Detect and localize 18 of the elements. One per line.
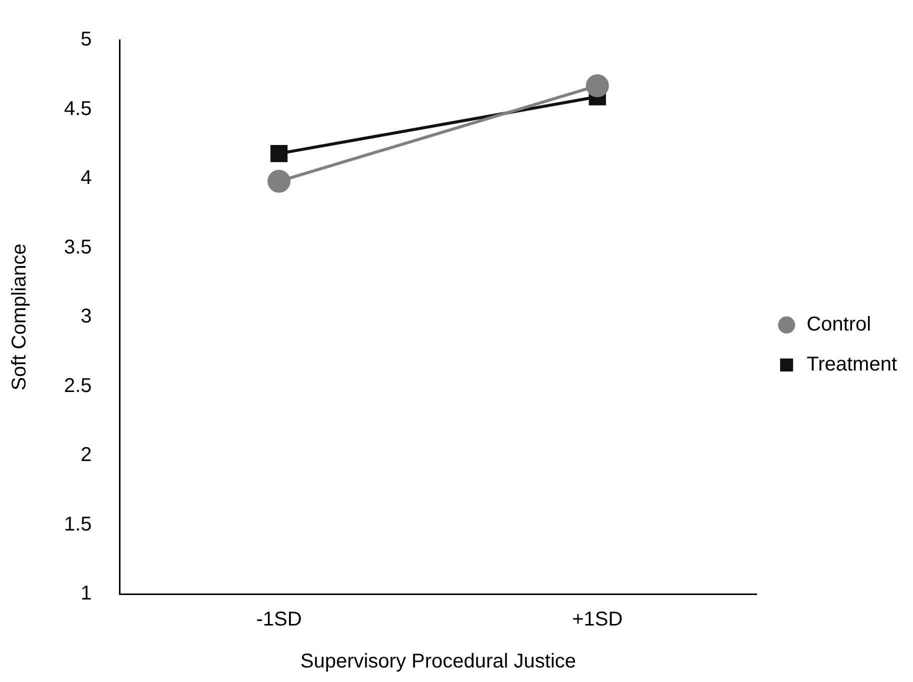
legend-label: Treatment <box>806 354 898 376</box>
y-tick-label: 5 <box>80 28 92 51</box>
y-tick-label: 4 <box>80 167 92 190</box>
point <box>586 74 609 98</box>
legend-label: Control <box>806 314 872 336</box>
y-tick-label: 4.5 <box>64 98 92 120</box>
y-tick-label: 1.5 <box>64 513 92 536</box>
point <box>270 145 288 162</box>
y-tick-label: 3 <box>80 306 92 328</box>
y-axis-title: Soft Compliance <box>8 244 31 390</box>
y-tick-label: 2.5 <box>64 374 92 397</box>
x-tick-label: +1SD <box>572 608 623 631</box>
y-tick-label: 1 <box>80 582 92 605</box>
x-axis-title: Supervisory Procedural Justice <box>300 650 576 673</box>
x-tick-label: -1SD <box>256 608 302 631</box>
y-tick-label: 2 <box>80 444 92 466</box>
y-tick-label: 3.5 <box>64 236 92 258</box>
point <box>268 170 290 193</box>
